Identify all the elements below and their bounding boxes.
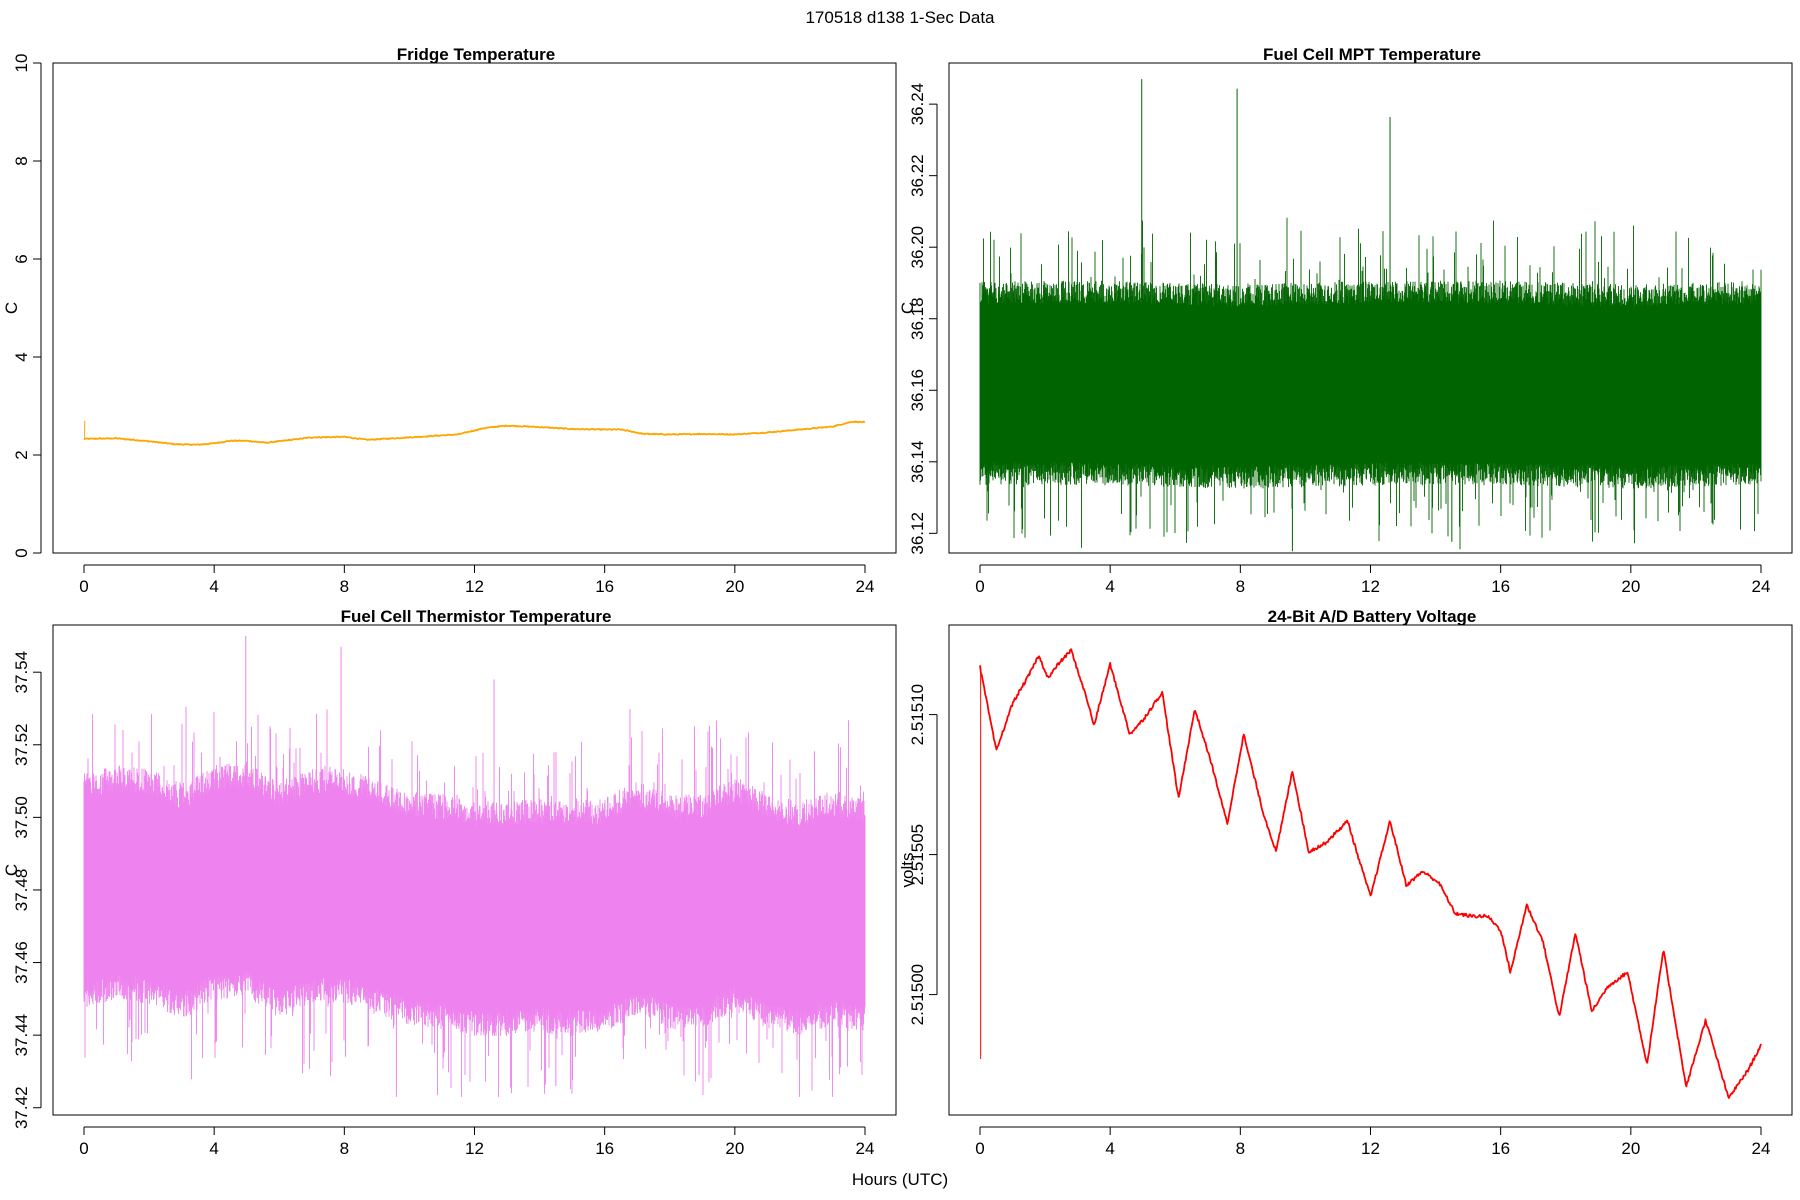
y-tick-label: 36.18	[908, 297, 927, 340]
data-series-band	[84, 813, 864, 985]
y-tick-label: 37.50	[12, 796, 31, 839]
y-tick-label: 36.16	[908, 369, 927, 412]
x-tick-label: 24	[856, 577, 875, 596]
y-tick-label: 37.46	[12, 941, 31, 984]
panel-title: 24-Bit A/D Battery Voltage	[1268, 607, 1477, 626]
panel-fuel-cell-thermistor-temperature: Fuel Cell Thermistor Temperature C 0 4 8 12…	[2, 607, 897, 1158]
data-series-peaks	[1141, 79, 1596, 552]
panel-battery-voltage: 24-Bit A/D Battery Voltage volts 0 4 8 12 16…	[898, 607, 1793, 1158]
plot-frame	[948, 624, 1793, 1116]
data-series-peaks	[245, 635, 700, 1097]
x-tick-label: 20	[725, 1139, 744, 1158]
x-tick-label: 12	[1361, 1139, 1380, 1158]
x-tick-label: 4	[1105, 1139, 1114, 1158]
x-tick-label: 12	[465, 577, 484, 596]
x-tick-label: 12	[1361, 577, 1380, 596]
plot-area	[979, 79, 1762, 552]
x-tick-label: 8	[1236, 577, 1245, 596]
plot-frame	[52, 624, 897, 1116]
y-tick-label: 2	[12, 450, 31, 459]
plot-area	[83, 420, 866, 446]
x-tick-label: 20	[725, 577, 744, 596]
y-axis-label: C	[2, 864, 21, 876]
y-tick-label: 6	[12, 254, 31, 263]
y-tick-label: 36.22	[908, 154, 927, 197]
y-tick-label: 36.12	[908, 512, 927, 555]
x-tick-label: 12	[465, 1139, 484, 1158]
y-axis-label: C	[898, 302, 917, 314]
x-tick-label: 8	[340, 1139, 349, 1158]
x-tick-label: 24	[1752, 577, 1771, 596]
y-tick-label: 37.48	[12, 869, 31, 912]
y-axis-label: volts	[898, 853, 917, 888]
x-tick-label: 20	[1621, 1139, 1640, 1158]
y-tick-label: 37.44	[12, 1014, 31, 1057]
y-tick-label: 2.51500	[908, 964, 927, 1025]
y-tick-label: 37.52	[12, 724, 31, 767]
figure-title: 170518 d138 1-Sec Data	[805, 8, 995, 27]
y-tick-label: 2.51505	[908, 824, 927, 885]
y-tick-label: 0	[12, 548, 31, 557]
y-tick-label: 36.24	[908, 83, 927, 126]
plot-frame	[948, 62, 1793, 554]
x-tick-label: 24	[856, 1139, 875, 1158]
data-series-line	[979, 648, 1762, 1099]
x-tick-label: 4	[1105, 577, 1114, 596]
y-tick-label: 37.54	[12, 651, 31, 694]
data-series-line	[83, 420, 866, 446]
y-axis-label: C	[2, 302, 21, 314]
y-tick-label: 2.51510	[908, 684, 927, 745]
y-tick-label: 8	[12, 156, 31, 165]
y-tick-label: 36.14	[908, 441, 927, 484]
x-tick-label: 16	[1491, 577, 1510, 596]
x-tick-label: 24	[1752, 1139, 1771, 1158]
y-tick-label: 4	[12, 352, 31, 361]
panel-title: Fuel Cell Thermistor Temperature	[341, 607, 612, 626]
x-tick-label: 4	[209, 577, 218, 596]
x-tick-label: 8	[1236, 1139, 1245, 1158]
panel-fuel-cell-mpt-temperature: Fuel Cell MPT Temperature C 0 4 8 12 16 20 24 3…	[898, 45, 1793, 596]
x-tick-label: 0	[975, 577, 984, 596]
figure-xlabel: Hours (UTC)	[852, 1170, 948, 1189]
x-tick-label: 16	[1491, 1139, 1510, 1158]
y-tick-label: 10	[12, 54, 31, 73]
x-tick-label: 0	[975, 1139, 984, 1158]
x-tick-label: 20	[1621, 577, 1640, 596]
y-tick-label: 37.42	[12, 1086, 31, 1129]
x-tick-label: 16	[595, 577, 614, 596]
panel-title: Fridge Temperature	[397, 45, 555, 64]
y-tick-label: 36.20	[908, 226, 927, 269]
plot-area	[83, 635, 866, 1097]
x-tick-label: 16	[595, 1139, 614, 1158]
plot-area	[979, 648, 1762, 1099]
panel-title: Fuel Cell MPT Temperature	[1263, 45, 1481, 64]
x-tick-label: 4	[209, 1139, 218, 1158]
plot-frame	[52, 62, 897, 554]
x-tick-label: 0	[79, 1139, 88, 1158]
x-tick-label: 8	[340, 577, 349, 596]
data-series-band	[980, 326, 1760, 444]
x-tick-label: 0	[79, 577, 88, 596]
